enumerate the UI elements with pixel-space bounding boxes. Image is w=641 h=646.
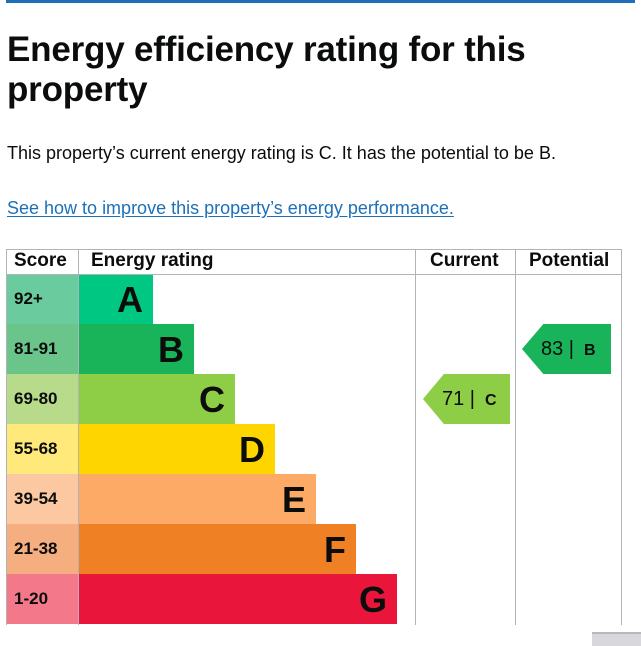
band-bar-c: C <box>78 374 235 424</box>
header-rule <box>6 0 635 3</box>
band-bar-e: E <box>78 474 316 524</box>
band-score-c: 69-80 <box>6 374 78 424</box>
band-bar-a: A <box>78 274 153 324</box>
rating-summary: This property’s current energy rating is… <box>7 143 556 163</box>
current-rating-value: 71 | <box>442 388 475 410</box>
band-bar-f: F <box>78 524 356 574</box>
current-header: Current <box>430 250 499 271</box>
band-score-b: 81-91 <box>6 324 78 374</box>
score-header: Score <box>14 250 67 271</box>
table-left-border <box>6 249 7 625</box>
band-bar-g: G <box>78 574 397 624</box>
header-bottom-border <box>6 274 622 275</box>
window-corner <box>592 632 641 646</box>
band-score-d: 55-68 <box>6 424 78 474</box>
table-top-border <box>6 249 622 250</box>
band-score-a: 92+ <box>6 274 78 324</box>
potential-header: Potential <box>529 250 610 271</box>
band-bar-b: B <box>78 324 194 374</box>
potential-rating-letter: B <box>584 342 596 359</box>
rating-column-divider <box>415 249 416 625</box>
current-column-divider <box>515 249 516 625</box>
band-bar-d: D <box>78 424 275 474</box>
band-score-f: 21-38 <box>6 524 78 574</box>
band-score-e: 39-54 <box>6 474 78 524</box>
potential-rating-value: 83 | <box>541 338 574 360</box>
table-right-border <box>621 249 622 625</box>
potential-rating-arrow: 83 | B <box>522 324 611 374</box>
current-rating-arrow: 71 | C <box>423 374 510 424</box>
score-column-divider <box>78 249 79 625</box>
energy-rating-table: Score Energy rating Current Potential 92… <box>6 249 622 625</box>
improve-performance-link[interactable]: See how to improve this property’s energ… <box>7 198 454 218</box>
current-rating-letter: C <box>485 392 497 409</box>
band-score-g: 1-20 <box>6 574 78 624</box>
page-title: Energy efficiency rating for this proper… <box>7 30 526 109</box>
energy-rating-header: Energy rating <box>91 250 214 271</box>
